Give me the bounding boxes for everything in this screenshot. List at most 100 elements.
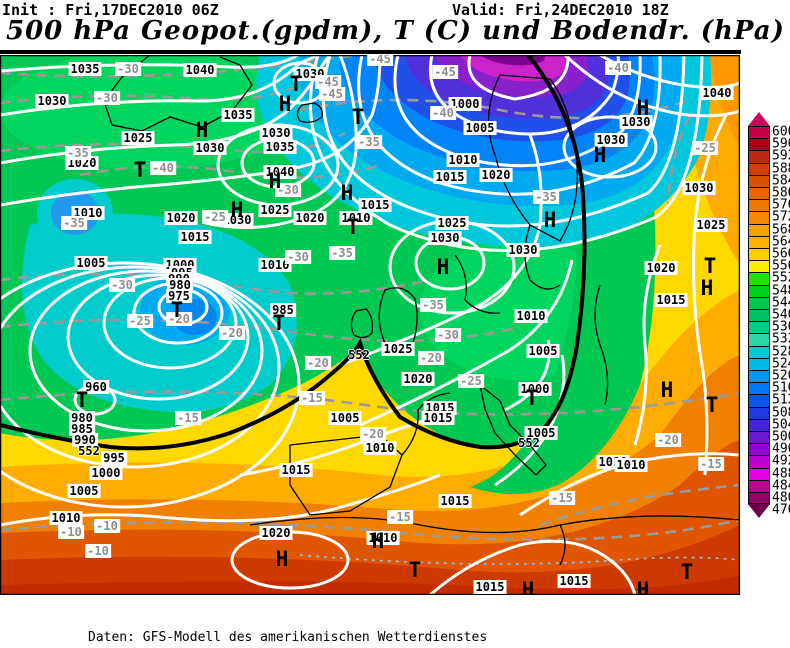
contour-552-label: 552 xyxy=(518,436,540,450)
colorbar-value-label: 592 xyxy=(772,148,790,164)
colorbar-band xyxy=(748,492,770,506)
high-center-marker: H xyxy=(636,96,650,120)
colorbar-band xyxy=(748,174,770,188)
isobar-value-label: 1030 xyxy=(259,126,293,140)
isobar-value-label: 1030 xyxy=(506,243,540,257)
isobar-value-label: 1035 xyxy=(68,62,102,76)
temperature-value-label: -40 xyxy=(605,61,631,75)
temperature-value-label: -25 xyxy=(127,314,153,328)
temperature-value-label: -45 xyxy=(315,75,341,89)
temperature-value-label: -30 xyxy=(285,250,311,264)
temperature-value-label: -40 xyxy=(430,106,456,120)
isobar-value-label: 1015 xyxy=(654,293,688,307)
temperature-value-label: -15 xyxy=(175,411,201,425)
isobar-value-label: 1040 xyxy=(700,86,734,100)
high-center-marker: H xyxy=(521,578,535,596)
isobar-value-label: 1005 xyxy=(463,121,497,135)
temperature-value-label: -45 xyxy=(319,87,345,101)
colorbar-value-label: 484 xyxy=(772,478,790,494)
colorbar-band xyxy=(748,260,770,274)
low-center-marker: T xyxy=(351,105,365,129)
isobar-value-label: 1040 xyxy=(263,165,297,179)
colorbar-band xyxy=(748,406,770,420)
isobar-value-label: 1015 xyxy=(421,411,455,425)
isobar-value-label: 1005 xyxy=(67,484,101,498)
colorbar-band xyxy=(748,382,770,396)
temperature-value-label: -35 xyxy=(65,146,91,160)
temperature-value-label: -15 xyxy=(549,491,575,505)
temperature-value-label: -30 xyxy=(275,183,301,197)
colorbar-value-label: 500 xyxy=(772,429,790,445)
colorbar-band xyxy=(748,223,770,237)
temperature-value-label: -20 xyxy=(166,312,192,326)
isobar-value-label: 1015 xyxy=(438,494,472,508)
isobar-value-label: 1010 xyxy=(366,531,400,545)
isobar-value-label: 985 xyxy=(270,303,296,317)
isobar-value-label: 980 xyxy=(69,411,95,425)
colorbar-band xyxy=(748,235,770,249)
colorbar-arrow-up xyxy=(748,112,770,126)
low-center-marker: T xyxy=(133,158,147,182)
temperature-value-label: -20 xyxy=(655,433,681,447)
isobar-value-label: 1025 xyxy=(435,216,469,230)
contour-552 xyxy=(0,55,587,451)
colorbar-band xyxy=(748,248,770,262)
isobar-value-label: 1020 xyxy=(293,211,327,225)
high-center-marker: H xyxy=(593,143,607,167)
low-center-marker: T xyxy=(680,560,694,584)
high-center-marker: H xyxy=(660,378,674,402)
contour-552-label: 552 xyxy=(78,444,100,458)
high-center-marker: H xyxy=(543,208,557,232)
temperature-value-label: -10 xyxy=(94,519,120,533)
isobar-value-label: 1005 xyxy=(524,426,558,440)
isobar-value-label: 1015 xyxy=(557,574,591,588)
temperature-value-label: -15 xyxy=(387,510,413,524)
temperature-value-label: -25 xyxy=(202,210,228,224)
isobar-value-label: 960 xyxy=(83,380,109,394)
isobar-value-label: 1015 xyxy=(358,198,392,212)
colorbar-value-label: 520 xyxy=(772,368,790,384)
isobar-value-label: 1030 xyxy=(619,115,653,129)
temperature-value-label: -45 xyxy=(367,55,393,66)
temperature-value-label: -35 xyxy=(356,135,382,149)
temperature-value-label: -30 xyxy=(115,62,141,76)
colorbar-band xyxy=(748,321,770,335)
isobar-value-label: 1010 xyxy=(614,458,648,472)
temperature-value-label: -40 xyxy=(150,161,176,175)
colorbar-value-label: 488 xyxy=(772,466,790,482)
high-center-marker: H xyxy=(278,92,292,116)
colorbar-band xyxy=(748,357,770,371)
isobar-value-label: 1040 xyxy=(183,63,217,77)
valid-time-label: Valid: Fri,24DEC2010 18Z xyxy=(452,1,669,19)
isobar-value-label: 1030 xyxy=(428,231,462,245)
chart-title: 500 hPa Geopot.(gpdm), T (C) und Bodendr… xyxy=(6,16,785,46)
isobar-value-label: 1000 xyxy=(89,466,123,480)
colorbar-band xyxy=(748,370,770,384)
colorbar-band xyxy=(748,187,770,201)
isobar-value-label: 1010 xyxy=(258,258,292,272)
low-center-marker: T xyxy=(75,388,89,412)
map-label-layer: 1035 1040 1030 1035 1025 1030 1020 1010 1020 1030… xyxy=(0,55,740,595)
colorbar-value-label: 536 xyxy=(772,319,790,335)
isobar-value-label: 1015 xyxy=(433,170,467,184)
colorbar-band xyxy=(748,138,770,152)
colorbar-band xyxy=(748,418,770,432)
isobar-value-label: 1015 xyxy=(178,230,212,244)
isobar-value-label: 1015 xyxy=(279,463,313,477)
colorbar-band xyxy=(748,333,770,347)
colorbar-value-label: 504 xyxy=(772,417,790,433)
colorbar-value-label: 556 xyxy=(772,258,790,274)
low-center-marker: T xyxy=(703,254,717,278)
isobar-value-label: 990 xyxy=(72,433,98,447)
low-center-marker: T xyxy=(170,298,184,322)
colorbar-value-label: 596 xyxy=(772,136,790,152)
temperature-value-label: -20 xyxy=(418,351,444,365)
temperature-value-label: -30 xyxy=(435,328,461,342)
isobar-value-label: 1010 xyxy=(446,153,480,167)
isobar-value-label: 980 xyxy=(167,278,193,292)
colorbar-frame xyxy=(748,126,770,505)
temperature-value-label: -30 xyxy=(94,91,120,105)
colorbar-band xyxy=(748,467,770,481)
isobar-value-label: 1010 xyxy=(363,441,397,455)
